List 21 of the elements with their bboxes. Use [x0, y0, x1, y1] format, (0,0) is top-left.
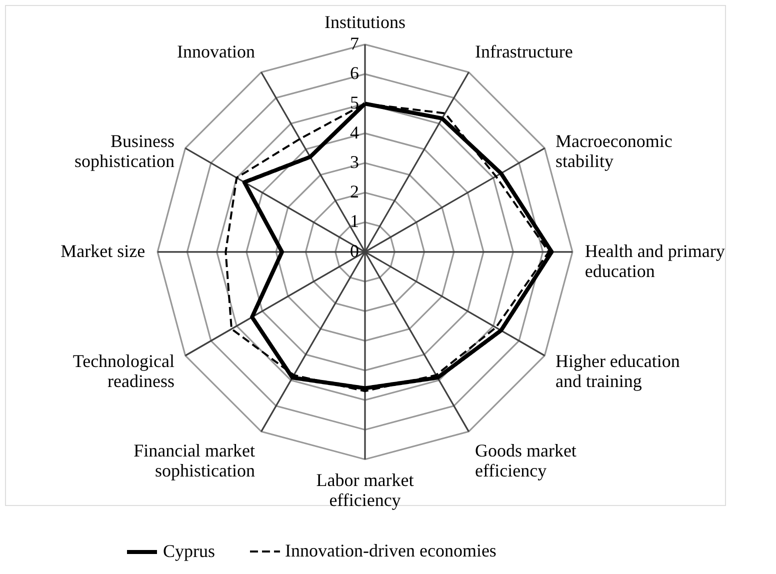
y-tick-label: 2 — [350, 182, 359, 202]
y-tick-label: 3 — [350, 152, 359, 172]
y-tick-label: 5 — [350, 92, 359, 113]
spoke-label: Health and primary education — [584, 240, 725, 281]
y-tick-label: 7 — [350, 33, 359, 54]
spoke-label: Institutions — [324, 12, 406, 32]
y-tick-label: 4 — [350, 122, 359, 142]
spoke-label: Market size — [60, 240, 146, 261]
spoke-label: Financial market sophistication — [134, 440, 256, 480]
spoke-label: Higher education and training — [555, 350, 680, 391]
legend-label: Innovation-driven economies — [285, 540, 496, 560]
spoke-label: Innovation — [177, 41, 256, 62]
legend-label: Cyprus — [163, 541, 216, 561]
spoke-label: Infrastructure — [474, 41, 573, 62]
spoke-label: Macroeconomic stability — [555, 130, 672, 171]
spoke-label: Business sophistication — [74, 130, 175, 171]
spoke-label: Technological readiness — [72, 350, 175, 391]
y-tick-label: 6 — [350, 63, 359, 84]
spoke-label: Labor market efficiency — [316, 470, 414, 510]
spoke-label: Goods market efficiency — [474, 440, 576, 480]
y-tick-label: 1 — [350, 211, 359, 232]
